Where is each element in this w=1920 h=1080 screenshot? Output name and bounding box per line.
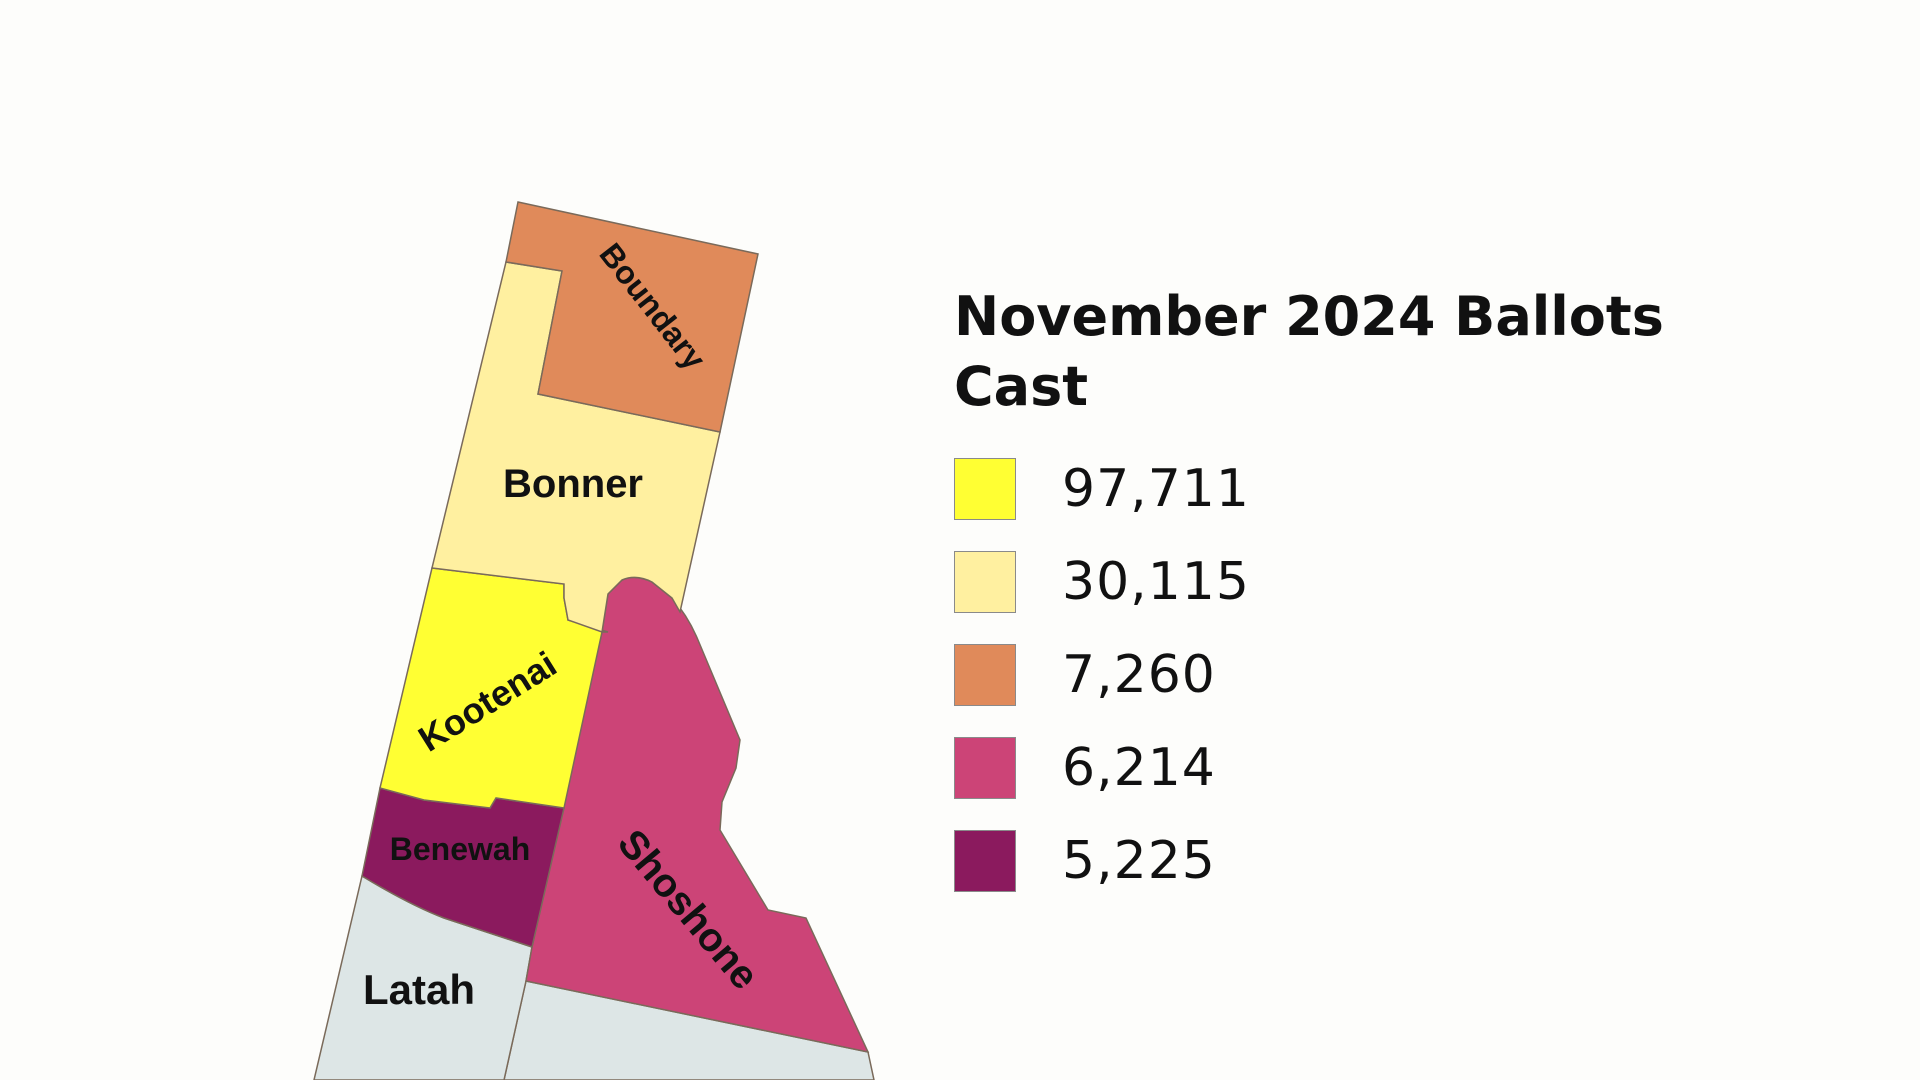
- legend: November 2024 Ballots Cast 97,711 30,115…: [954, 282, 1774, 923]
- legend-swatch: [954, 551, 1016, 613]
- legend-value: 30,115: [1062, 552, 1250, 612]
- legend-value: 97,711: [1062, 459, 1250, 519]
- legend-swatch: [954, 458, 1016, 520]
- legend-item: 30,115: [954, 551, 1774, 613]
- legend-swatch: [954, 737, 1016, 799]
- county-label-benewah: Benewah: [390, 831, 530, 867]
- county-bonner[interactable]: [431, 261, 721, 634]
- legend-item: 6,214: [954, 737, 1774, 799]
- legend-title: November 2024 Ballots Cast: [954, 285, 1664, 418]
- legend-value: 6,214: [1062, 738, 1216, 798]
- legend-value: 5,225: [1062, 831, 1216, 891]
- county-boundary[interactable]: [505, 201, 759, 433]
- legend-swatch: [954, 830, 1016, 892]
- county-label-bonner: Bonner: [503, 462, 643, 506]
- legend-value: 7,260: [1062, 645, 1216, 705]
- legend-item: 7,260: [954, 644, 1774, 706]
- county-label-latah: Latah: [363, 966, 475, 1013]
- legend-item: 5,225: [954, 830, 1774, 892]
- legend-item: 97,711: [954, 458, 1774, 520]
- legend-swatch: [954, 644, 1016, 706]
